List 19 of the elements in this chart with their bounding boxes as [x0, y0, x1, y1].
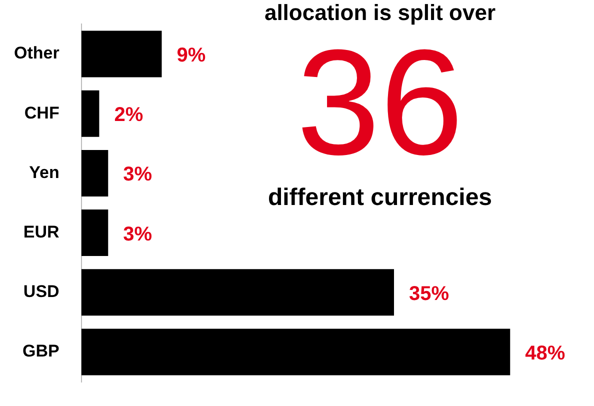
bar — [81, 150, 108, 196]
annotation: different currencies — [266, 183, 494, 213]
bar — [81, 269, 394, 316]
data-label: 9% — [176, 44, 206, 67]
y-tick-label: Yen — [29, 162, 60, 182]
bar — [81, 90, 100, 137]
y-tick-label: CHF — [24, 103, 60, 122]
bar — [81, 30, 162, 78]
y-tick-label: EUR — [23, 222, 60, 242]
bar — [81, 328, 510, 376]
y-tick-label: GBP — [22, 342, 60, 361]
data-label: 35% — [409, 282, 450, 305]
bar — [81, 210, 108, 256]
y-tick-label: USD — [23, 282, 60, 302]
data-label: 2% — [114, 104, 144, 126]
data-label: 48% — [525, 342, 566, 365]
data-label: 3% — [123, 223, 152, 246]
y-tick-label: Other — [14, 44, 60, 63]
data-label: 3% — [123, 164, 152, 186]
